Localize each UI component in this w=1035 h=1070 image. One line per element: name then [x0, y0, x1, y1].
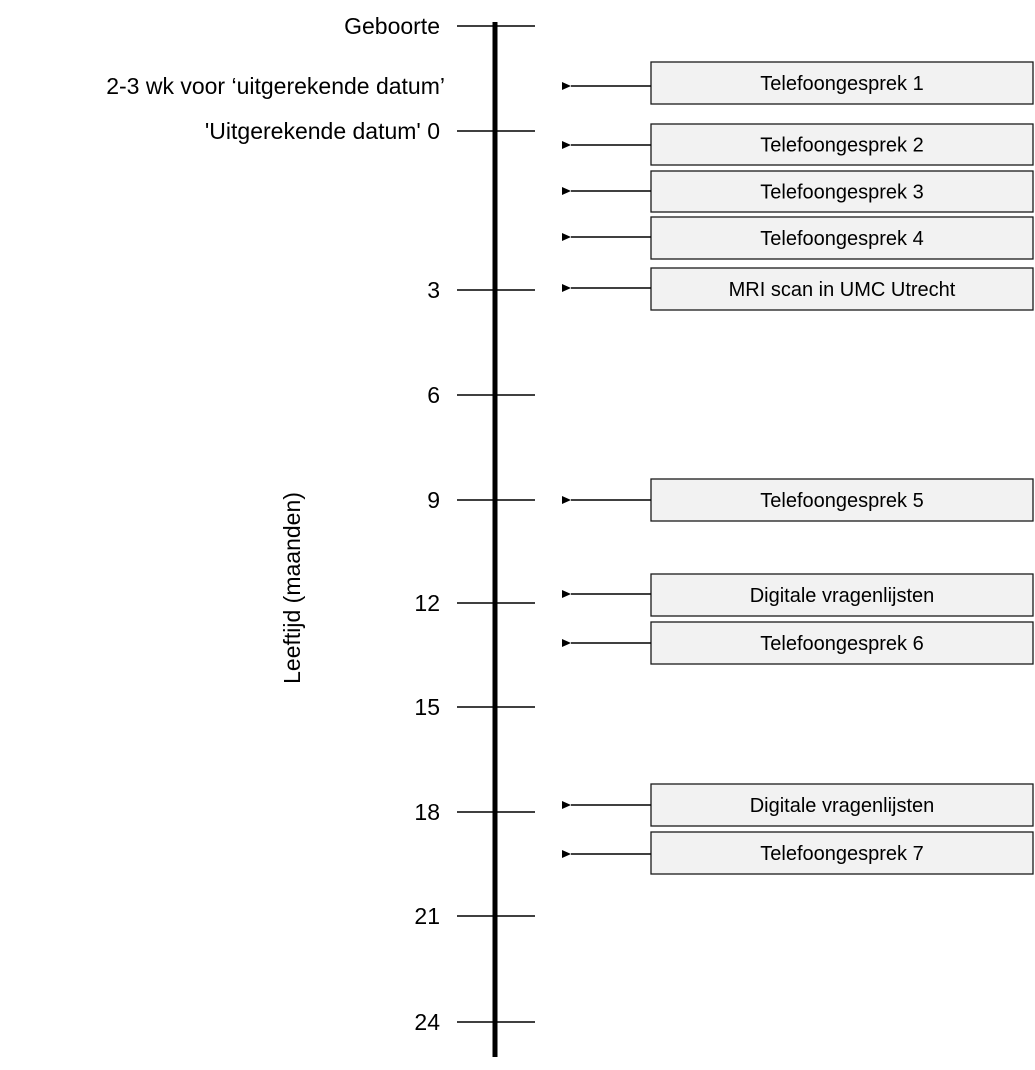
- telefoongesprek-7-label: Telefoongesprek 7: [760, 843, 923, 865]
- mri-scan-event: MRI scan in UMC Utrecht: [562, 267, 1034, 311]
- telefoongesprek-5-event: Telefoongesprek 5: [562, 478, 1034, 522]
- telefoongesprek-3-event: Telefoongesprek 3: [562, 170, 1034, 213]
- telefoongesprek-4-label: Telefoongesprek 4: [760, 228, 923, 250]
- tick-6-label: 6: [427, 382, 440, 408]
- digitale-vragenlijsten-1-label: Digitale vragenlijsten: [750, 585, 935, 607]
- telefoongesprek-5-label: Telefoongesprek 5: [760, 490, 923, 512]
- telefoongesprek-6-box: [650, 621, 1034, 665]
- mri-scan-label: MRI scan in UMC Utrecht: [729, 279, 956, 301]
- telefoongesprek-2-event: Telefoongesprek 2: [562, 123, 1034, 166]
- telefoongesprek-4-event: Telefoongesprek 4: [562, 216, 1034, 260]
- telefoongesprek-2-box: [650, 123, 1034, 166]
- event-group: Telefoongesprek 1 Telefoongesprek 2 Telefo…: [562, 61, 1034, 875]
- tick-9-label: 9: [427, 487, 440, 513]
- tick-uitgerekende-datum-label: 'Uitgerekende datum' 0: [205, 118, 440, 144]
- digitale-vragenlijsten-1-box: [650, 573, 1034, 617]
- telefoongesprek-4-box: [650, 216, 1034, 260]
- tick-2-3-wk-label: 2-3 wk voor ‘uitgerekende datum’: [106, 73, 445, 99]
- digitale-vragenlijsten-1-event: Digitale vragenlijsten: [562, 573, 1034, 617]
- telefoongesprek-7-box: [650, 831, 1034, 875]
- telefoongesprek-1-event: Telefoongesprek 1: [562, 61, 1034, 105]
- mri-scan-box: [650, 267, 1034, 311]
- tick-21-label: 21: [414, 903, 440, 929]
- tick-3-label: 3: [427, 277, 440, 303]
- tick-15-label: 15: [414, 694, 440, 720]
- tick-geboorte-label: Geboorte: [344, 13, 440, 39]
- telefoongesprek-1-label: Telefoongesprek 1: [760, 73, 923, 95]
- digitale-vragenlijsten-2-event: Digitale vragenlijsten: [562, 783, 1034, 827]
- tick-18-label: 18: [414, 799, 440, 825]
- telefoongesprek-3-label: Telefoongesprek 3: [760, 182, 923, 204]
- tick-12-label: 12: [414, 590, 440, 616]
- tick-24-label: 24: [414, 1009, 440, 1035]
- telefoongesprek-6-event: Telefoongesprek 6: [562, 621, 1034, 665]
- telefoongesprek-2-label: Telefoongesprek 2: [760, 135, 923, 157]
- digitale-vragenlijsten-2-box: [650, 783, 1034, 827]
- tick-group: Geboorte 2-3 wk voor ‘uitgerekende datum’…: [106, 13, 535, 1035]
- axis-title: Leeftijd (maanden): [279, 492, 305, 684]
- telefoongesprek-1-box: [650, 61, 1034, 105]
- telefoongesprek-7-event: Telefoongesprek 7: [562, 831, 1034, 875]
- telefoongesprek-6-label: Telefoongesprek 6: [760, 633, 923, 655]
- digitale-vragenlijsten-2-label: Digitale vragenlijsten: [750, 795, 935, 817]
